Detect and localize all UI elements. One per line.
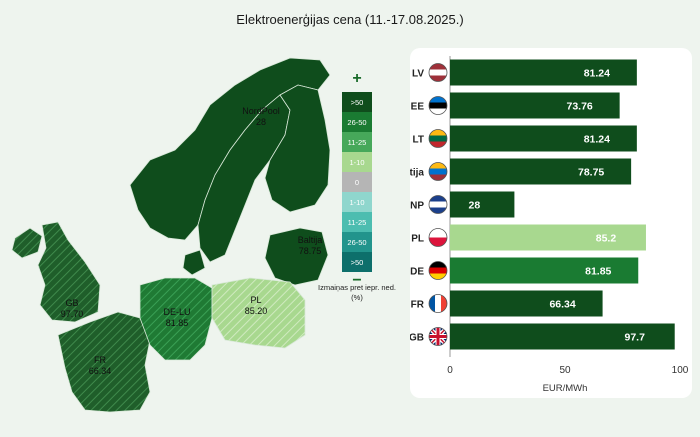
region-denmark [182,249,206,276]
bar-value-label: 81.85 [585,266,611,278]
region-ireland [11,227,43,259]
bar-value-label: 85.2 [596,233,617,245]
legend-swatch: >50 [342,252,372,272]
region-france [57,311,151,413]
flag-icon [428,129,448,148]
map-label-gb: GB 97.70 [60,298,84,319]
x-axis-label: EUR/MWh [543,383,588,394]
legend-swatch: 11-25 [342,212,372,232]
bar-value-label: 28 [469,200,481,212]
x-tick-label: 50 [559,365,571,376]
category-label: GB [410,333,424,344]
category-label: PL [411,234,424,245]
bar [450,191,515,218]
category-label: LT [413,135,424,146]
region-finland [264,84,330,213]
flag-icon [428,63,448,82]
legend-swatch: 1-10 [342,152,372,172]
bar-chart-panel: LV 81.24 EE 73.76 LT 81.24 Baltija 78.75 NP 28 PL 8… [394,48,692,398]
region-gb [37,221,101,323]
flag-icon [428,96,448,115]
bar-value-label: 97.7 [624,332,645,344]
legend-minus-icon: − [352,272,362,289]
bar-chart: LV 81.24 EE 73.76 LT 81.24 Baltija 78.75 NP 28 PL 8… [394,56,689,394]
europe-map [11,57,330,413]
legend-swatch: 1-10 [342,192,372,212]
region-germany [139,277,213,361]
bar-value-label: 78.75 [578,167,604,179]
map-label-baltija: Baltija 78.75 [297,235,323,256]
bar [450,92,620,119]
category-label: NP [410,201,424,212]
legend-swatch: 26-50 [342,112,372,132]
bar [450,290,603,317]
x-tick-label: 0 [447,365,453,376]
chart-title: Elektroenerģijas cena (11.-17.08.2025.) [236,12,464,27]
category-label: LV [412,69,424,80]
bar [450,257,639,284]
bar-value-label: 73.76 [567,101,593,113]
flag-icon [428,261,448,280]
legend-caption: Izmaiņas pret iepr. ned. (%) [318,283,396,302]
flag-icon [428,228,448,247]
bar-value-label: 81.24 [584,68,610,80]
x-tick-label: 100 [672,365,689,376]
legend-swatch: 11-25 [342,132,372,152]
legend-swatch: 0 [342,172,372,192]
bar [450,323,675,350]
bar-value-label: 66.34 [549,299,575,311]
legend-swatch: 26-50 [342,232,372,252]
category-label: DE [410,267,424,278]
category-label: FR [411,300,425,311]
flag-icon [428,327,448,346]
category-label: EE [411,102,425,113]
bar [450,224,646,251]
map-label-fr: FR 66.34 [88,355,112,376]
bar [450,158,632,185]
region-baltics [264,227,329,286]
bar [450,125,637,152]
legend-swatch: >50 [342,92,372,112]
legend-plus-icon: + [352,70,362,87]
flag-icon [428,294,448,313]
flag-icon [428,195,448,214]
category-label: Baltija [410,168,424,179]
map-label-nordpool: NordPool 28 [242,106,280,127]
map-label-de: DE-LU 81.85 [163,307,191,328]
bar-value-label: 81.24 [584,134,610,146]
flag-icon [428,162,448,181]
bar [450,59,637,86]
region-poland [211,277,306,349]
map-label-pl: PL 85.20 [244,295,268,316]
